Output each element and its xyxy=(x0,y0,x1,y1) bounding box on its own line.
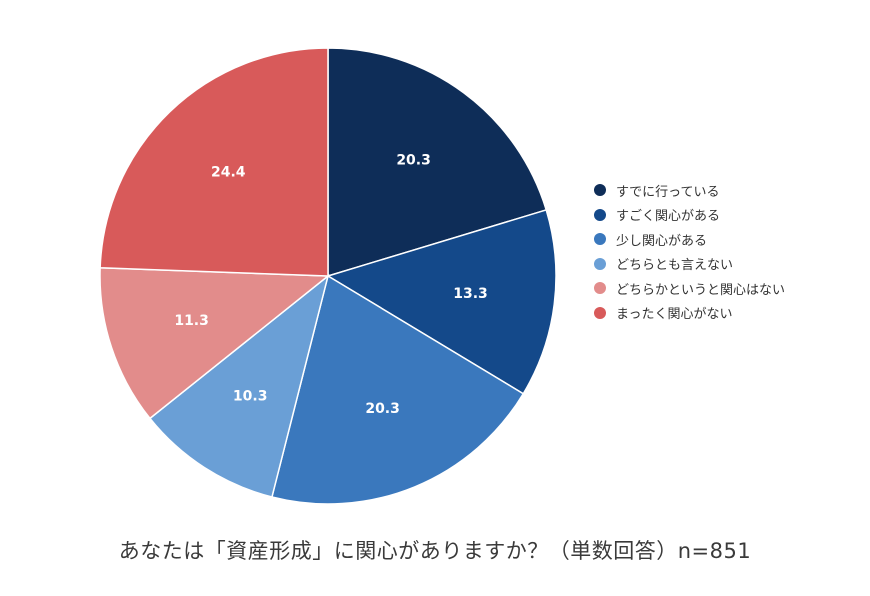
legend-swatch xyxy=(594,184,606,197)
legend-swatch xyxy=(594,306,606,319)
pie-labels: 20.3 13.3 20.3 10.3 11.3 24.4 xyxy=(174,153,487,417)
pie-chart: 20.3 13.3 20.3 10.3 11.3 24.4 xyxy=(99,47,557,505)
legend-label: 少し関心がある xyxy=(616,233,708,249)
legend-label: どちらかというと関心はない xyxy=(616,282,786,298)
slice-value-label: 13.3 xyxy=(453,286,488,302)
pie-slices xyxy=(99,47,557,505)
slice-value-label: 20.3 xyxy=(365,401,400,417)
legend-swatch xyxy=(594,233,606,246)
legend-swatch xyxy=(594,282,606,295)
slice-value-label: 20.3 xyxy=(396,153,431,169)
legend-item: すでに行っている xyxy=(594,178,785,203)
legend-item: どちらかというと関心はない xyxy=(594,276,785,301)
chart-caption: あなたは「資産形成」に関心がありますか？（単数回答）n=851 xyxy=(118,539,752,563)
legend-label: すごく関心がある xyxy=(616,209,721,225)
pie-slice xyxy=(326,208,557,395)
slice-value-label: 11.3 xyxy=(174,313,209,329)
pie-slice xyxy=(99,47,329,277)
legend-label: すでに行っている xyxy=(616,184,720,200)
slice-value-label: 10.3 xyxy=(233,389,268,405)
pie-slice xyxy=(271,274,525,505)
legend-item: すごく関心がある xyxy=(594,203,785,228)
legend-item: まったく関心がない xyxy=(594,301,785,326)
pie-slice xyxy=(99,266,331,420)
legend-label: どちらとも言えない xyxy=(616,258,734,274)
legend-label: まったく関心がない xyxy=(616,307,733,323)
pie-slice xyxy=(148,274,330,498)
slice-value-label: 24.4 xyxy=(211,165,246,181)
legend-item: 少し関心がある xyxy=(594,227,785,252)
pie-slice xyxy=(327,47,548,278)
chart-legend: すでに行っている すごく関心がある 少し関心があるどちらとも言えないどちらかというと… xyxy=(594,178,785,325)
legend-item: どちらとも言えない xyxy=(594,252,785,277)
legend-swatch xyxy=(594,257,606,270)
legend-swatch xyxy=(594,208,606,221)
